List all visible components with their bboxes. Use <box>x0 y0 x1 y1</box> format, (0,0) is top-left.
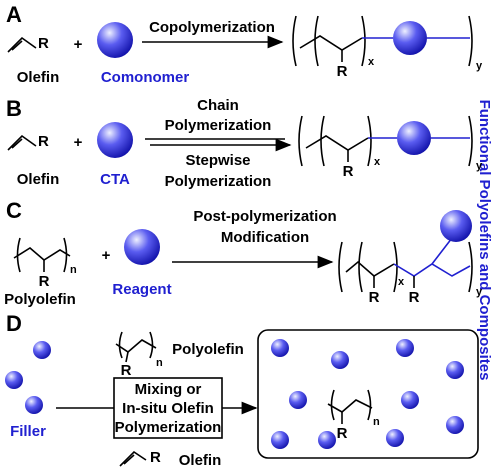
plus: + <box>74 134 83 151</box>
arrow-label: Polymerization <box>165 117 272 134</box>
sphere <box>318 431 336 449</box>
box-label: Polymerization <box>115 419 222 436</box>
panel-d: D Filler R n Polyolefin Mixing or In-sit… <box>5 311 479 469</box>
r-group: R <box>369 289 380 306</box>
arrow-label: Post-polymerization <box>193 208 336 225</box>
r-group: R <box>150 449 161 466</box>
sphere <box>396 339 414 357</box>
arrow-label: Chain <box>197 97 239 114</box>
partner-name: Filler <box>10 423 46 440</box>
subscript: y <box>476 60 483 72</box>
vinyl-double <box>123 454 135 465</box>
vinyl <box>7 134 37 151</box>
sphere <box>446 416 464 434</box>
subscript: n <box>156 357 163 369</box>
panel-a: A R + Olefin Comonomer Copolymerization … <box>6 2 483 86</box>
arrow-label: Copolymerization <box>149 19 275 36</box>
brackets <box>338 241 473 293</box>
sphere <box>5 371 23 389</box>
arrow-label: Polymerization <box>165 173 272 190</box>
chain <box>13 247 71 261</box>
blue-chain <box>393 237 471 277</box>
box-label: In-situ Olefin <box>122 400 214 417</box>
brackets <box>16 237 68 273</box>
r-group: R <box>337 63 348 80</box>
subscript: x <box>398 276 405 288</box>
sphere <box>331 351 349 369</box>
arrow-label: Stepwise <box>185 152 250 169</box>
sphere <box>401 391 419 409</box>
subscript: y <box>476 286 483 298</box>
r-group: R <box>39 273 50 290</box>
sphere <box>386 429 404 447</box>
brackets <box>118 331 154 359</box>
sphere <box>393 21 427 55</box>
r-group: R <box>38 35 49 52</box>
sphere <box>440 210 472 242</box>
chain <box>327 399 373 413</box>
panel-label: C <box>6 198 22 223</box>
sphere <box>124 229 160 265</box>
r-group: R <box>121 362 132 379</box>
subscript: n <box>373 416 380 428</box>
sphere <box>97 22 133 58</box>
r-group: R <box>343 163 354 180</box>
sphere <box>397 121 431 155</box>
sphere <box>33 341 51 359</box>
bond <box>125 351 129 363</box>
partner-name: Comonomer <box>101 69 190 86</box>
panel-label: B <box>6 96 22 121</box>
panel-c: C R n Polyolefin + Reagent Post-polymeri… <box>4 198 483 308</box>
side-title: Functional Polyolefins and Composites <box>476 100 493 381</box>
brackets <box>292 15 473 67</box>
sphere <box>446 361 464 379</box>
brackets <box>298 115 473 167</box>
plus: + <box>102 247 111 264</box>
r-group: R <box>337 425 348 442</box>
panel-label: A <box>6 2 22 27</box>
chain <box>115 339 157 354</box>
panel-b: B R + Olefin CTA Chain Polymerization St… <box>6 96 483 190</box>
box-label: Mixing or <box>135 381 202 398</box>
subscript: y <box>476 160 483 172</box>
sphere <box>271 339 289 357</box>
olefin-name: Olefin <box>17 69 60 86</box>
r-group: R <box>38 133 49 150</box>
subscript: x <box>374 156 381 168</box>
partner-name: CTA <box>100 171 130 188</box>
polymer-name: Polyolefin <box>172 341 244 358</box>
subscript: x <box>368 56 375 68</box>
olefin-name: Olefin <box>179 452 222 469</box>
panel-label: D <box>6 311 22 336</box>
chain <box>345 260 395 277</box>
vinyl <box>119 450 147 467</box>
arrow-label: Modification <box>221 229 309 246</box>
plus: + <box>74 36 83 53</box>
partner-name: Reagent <box>112 281 171 298</box>
polymer-name: Polyolefin <box>4 291 76 308</box>
sphere <box>25 396 43 414</box>
r-group: R <box>409 289 420 306</box>
sphere <box>289 391 307 409</box>
sphere <box>271 431 289 449</box>
chain <box>305 135 369 151</box>
vinyl <box>7 36 37 53</box>
subscript: n <box>70 264 77 276</box>
chain <box>299 35 363 51</box>
vinyl-double <box>11 138 23 149</box>
olefin-name: Olefin <box>17 171 60 188</box>
sphere <box>97 122 133 158</box>
brackets <box>330 389 372 421</box>
vinyl-double <box>11 40 23 51</box>
composite-box <box>257 329 479 459</box>
